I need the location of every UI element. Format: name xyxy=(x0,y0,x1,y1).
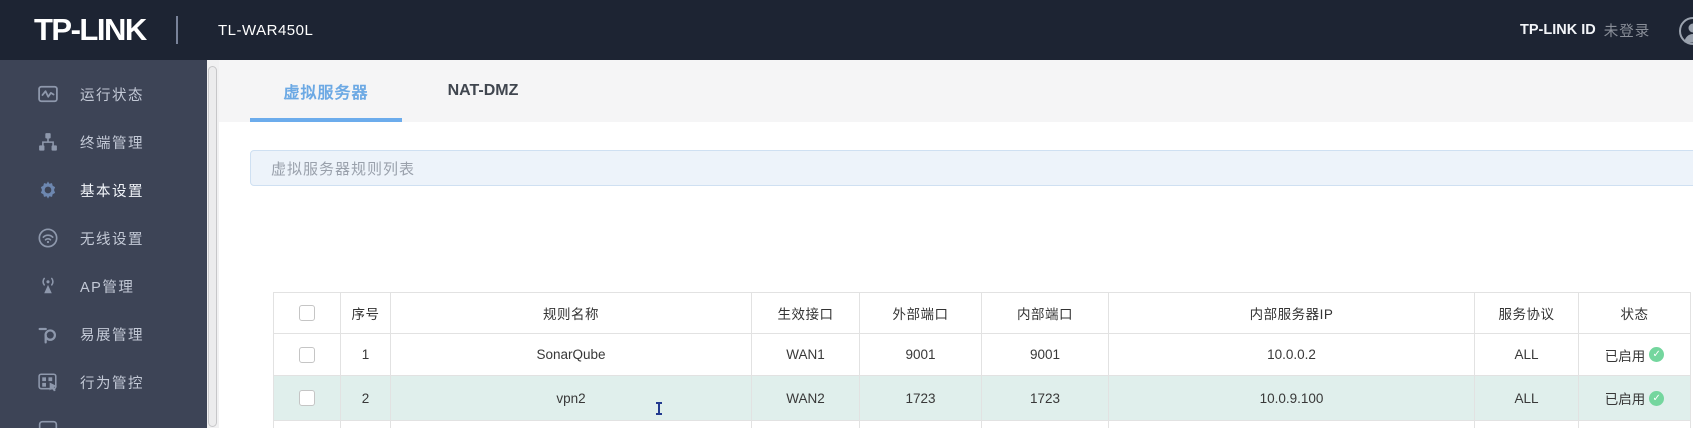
cell-index: 1 xyxy=(340,333,391,376)
tab-virtual-server[interactable]: 虚拟服务器 xyxy=(250,60,402,122)
col-external-port: 外部端口 xyxy=(859,292,982,334)
cell-internal-port: 9001 xyxy=(981,333,1109,376)
cell-index: 2 xyxy=(340,375,391,421)
table-row-clipped xyxy=(273,420,1691,428)
sidebar-item-behavior-control[interactable]: 行为管控 xyxy=(0,358,207,406)
cell-protocol: ALL xyxy=(1474,333,1579,376)
gear-icon xyxy=(38,180,58,200)
sidebar-item-running-status[interactable]: 运行状态 xyxy=(0,70,207,118)
cell-external-port: 1723 xyxy=(859,375,982,421)
main-content: 虚拟服务器 NAT-DMZ 虚拟服务器规则列表 序号 规则名称 生效接口 外部端… xyxy=(219,60,1693,428)
device-model-title: TL-WAR450L xyxy=(218,21,314,39)
easy-mesh-icon xyxy=(38,324,58,344)
logo-divider xyxy=(176,16,178,44)
clipped-menu-icon xyxy=(38,420,58,428)
section-title: 虚拟服务器规则列表 xyxy=(271,160,416,178)
sidebar-item-label: AP管理 xyxy=(80,279,135,296)
col-server-ip: 内部服务器IP xyxy=(1108,292,1475,334)
enabled-check-icon xyxy=(1649,347,1665,362)
tab-bar: 虚拟服务器 NAT-DMZ xyxy=(219,60,1693,122)
cell-external-port: 9001 xyxy=(859,333,982,376)
select-all-checkbox[interactable] xyxy=(299,305,315,321)
sidebar-item-ap-management[interactable]: AP管理 xyxy=(0,262,207,310)
cell-rule-name: vpn2 xyxy=(390,375,752,421)
sidebar-nav: 运行状态 终端管理 基本设置 xyxy=(0,60,207,428)
cell-protocol: ALL xyxy=(1474,375,1579,421)
col-interface: 生效接口 xyxy=(751,292,860,334)
top-header-bar: TP-LINK TL-WAR450L TP-LINK ID 未登录 xyxy=(0,0,1693,60)
status-text: 已启用 xyxy=(1604,392,1646,407)
row-checkbox-cell xyxy=(273,333,341,376)
sidebar-item-label: 易展管理 xyxy=(80,327,144,344)
sidebar-item-label: 无线设置 xyxy=(80,231,144,248)
vertical-scrollbar xyxy=(207,60,219,428)
col-internal-port: 内部端口 xyxy=(981,292,1109,334)
sidebar-item-label: 运行状态 xyxy=(80,87,144,104)
col-rule-name: 规则名称 xyxy=(390,292,752,334)
cell-interface: WAN2 xyxy=(751,375,860,421)
scrollbar-thumb[interactable] xyxy=(208,66,217,427)
table-row[interactable]: 2 vpn2 WAN2 1723 1723 10.0.9.100 ALL 已启用 xyxy=(273,375,1691,421)
sidebar-item-label: 基本设置 xyxy=(80,183,144,200)
cell-server-ip: 10.0.0.2 xyxy=(1108,333,1475,376)
col-protocol: 服务协议 xyxy=(1474,292,1579,334)
row-checkbox-cell xyxy=(273,375,341,421)
sidebar-item-label: 行为管控 xyxy=(80,375,144,392)
section-header: 虚拟服务器规则列表 xyxy=(250,150,1693,186)
sidebar-item-terminal-management[interactable]: 终端管理 xyxy=(0,118,207,166)
terminal-tree-icon xyxy=(38,132,58,152)
sidebar-item-easy-mesh-management[interactable]: 易展管理 xyxy=(0,310,207,358)
cell-rule-name: SonarQube xyxy=(390,333,752,376)
row-checkbox[interactable] xyxy=(299,390,315,406)
cell-interface: WAN1 xyxy=(751,333,860,376)
enabled-check-icon xyxy=(1649,390,1665,406)
tplink-id-login[interactable]: TP-LINK ID 未登录 xyxy=(1520,0,1650,60)
header-checkbox-cell xyxy=(273,292,341,334)
col-status: 状态 xyxy=(1578,292,1691,334)
tab-nat-dmz[interactable]: NAT-DMZ xyxy=(447,82,519,99)
sidebar-item-partial[interactable] xyxy=(0,406,207,428)
behavior-control-icon xyxy=(38,372,58,392)
text-cursor-artifact xyxy=(655,402,663,415)
row-checkbox[interactable] xyxy=(299,346,315,363)
virtual-server-rules-table: 序号 规则名称 生效接口 外部端口 内部端口 内部服务器IP 服务协议 状态 1… xyxy=(273,292,1691,428)
sidebar-item-basic-settings[interactable]: 基本设置 xyxy=(0,166,207,214)
login-status-text: 未登录 xyxy=(1603,23,1651,40)
col-index: 序号 xyxy=(340,292,391,334)
status-monitor-icon xyxy=(38,84,58,104)
tplink-id-label: TP-LINK ID xyxy=(1520,22,1596,38)
cell-internal-port: 1723 xyxy=(981,375,1109,421)
table-header-row: 序号 规则名称 生效接口 外部端口 内部端口 内部服务器IP 服务协议 状态 xyxy=(273,292,1691,334)
status-text: 已启用 xyxy=(1604,348,1646,364)
wifi-icon xyxy=(38,228,58,248)
cell-server-ip: 10.0.9.100 xyxy=(1108,375,1475,421)
tplink-logo: TP-LINK xyxy=(34,12,147,47)
sidebar-item-wireless-settings[interactable]: 无线设置 xyxy=(0,214,207,262)
cell-status: 已启用 xyxy=(1578,375,1691,421)
antenna-icon xyxy=(38,276,58,296)
user-avatar-icon[interactable] xyxy=(1678,16,1693,46)
cell-status: 已启用 xyxy=(1578,333,1691,376)
sidebar-item-label: 终端管理 xyxy=(80,135,144,152)
table-row[interactable]: 1 SonarQube WAN1 9001 9001 10.0.0.2 ALL … xyxy=(273,333,1691,376)
